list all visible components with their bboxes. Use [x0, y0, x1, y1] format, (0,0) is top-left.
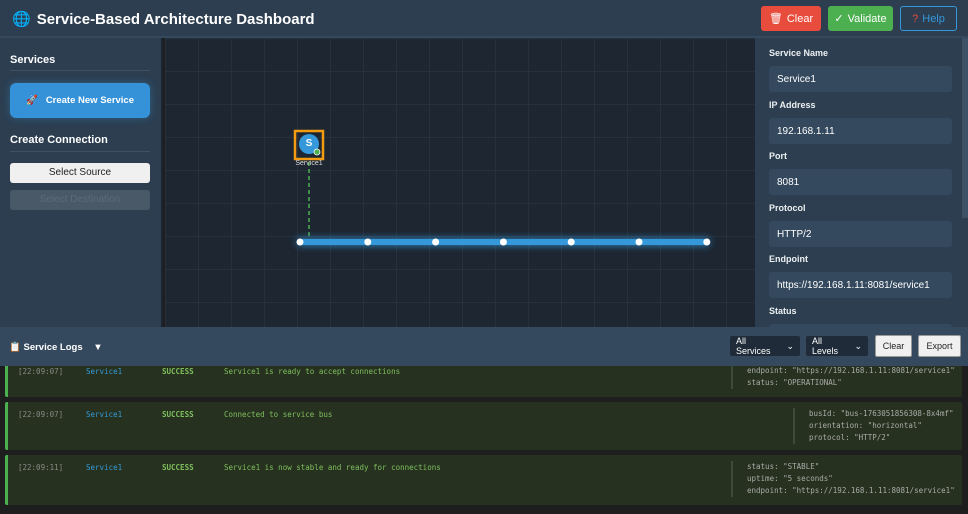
log-detail: busId: "bus-1763051856308-8x4mf": [809, 409, 954, 418]
log-level: SUCCESS: [162, 463, 194, 472]
bus-connection-point[interactable]: [499, 238, 507, 246]
properties-panel: Service Name Service1 IP Address 192.168.1.…: [755, 38, 968, 327]
field-input[interactable]: STARTING: [769, 323, 952, 327]
sidebar: Services 🚀 Create New Service Create Conn…: [0, 38, 163, 327]
clipboard-icon: 📋: [9, 342, 21, 353]
log-message: Service1 is now stable and ready for con…: [224, 463, 441, 472]
service-initial: S: [305, 138, 313, 149]
log-time: [22:09:07]: [18, 367, 64, 376]
field-label: Endpoint: [769, 254, 808, 264]
diagram: [293, 129, 711, 246]
trash-icon: 🗑: [768, 13, 783, 25]
log-service: Service1: [86, 463, 123, 472]
rocket-icon: 🚀: [25, 95, 38, 106]
logs-title: 📋 Service Logs ▼: [9, 342, 103, 353]
field-label: Port: [769, 151, 787, 161]
header: 🌐 Service-Based Architecture Dashboard 🗑 C…: [0, 0, 968, 38]
bus-connection-point[interactable]: [296, 238, 304, 246]
level-filter-select[interactable]: All Levels ⌄: [806, 336, 868, 356]
logs-header: 📋 Service Logs ▼ All Services ⌄ All Level…: [0, 327, 968, 366]
globe-icon: 🌐: [12, 11, 31, 28]
logs-export-button[interactable]: Export: [918, 335, 961, 357]
bus-connection-point[interactable]: [364, 238, 372, 246]
log-time: [22:09:07]: [18, 410, 64, 419]
help-button[interactable]: ? Help: [900, 6, 957, 31]
field-input[interactable]: https://192.168.1.11:8081/service1: [769, 272, 952, 298]
log-details: busId: "bus-1763051856308-8x4mf" orientat…: [793, 408, 954, 444]
service-filter-select[interactable]: All Services ⌄: [730, 336, 800, 356]
bus-connection-point[interactable]: [432, 238, 440, 246]
log-message: Connected to service bus: [224, 410, 333, 419]
log-level: SUCCESS: [162, 367, 194, 376]
log-entry: [22:09:07] Service1 SUCCESS Connected to…: [5, 402, 962, 450]
log-time: [22:09:11]: [18, 463, 64, 472]
chevron-down-icon: ⌄: [854, 340, 862, 351]
chevron-down-icon: ⌄: [786, 340, 794, 351]
log-detail: status: "STABLE": [747, 462, 820, 471]
log-details: endpoint: "https://192.168.1.11:8081/ser…: [731, 365, 955, 389]
field-label: Status: [769, 305, 797, 316]
log-service: Service1: [86, 410, 123, 419]
status-indicator: [313, 148, 321, 156]
log-details: status: "STABLE" uptime: "5 seconds" endpo…: [731, 461, 955, 497]
service-node[interactable]: [299, 134, 319, 154]
clear-button[interactable]: 🗑 Clear: [761, 6, 821, 31]
log-detail: endpoint: "https://192.168.1.11:8081/ser…: [747, 366, 955, 375]
select-source-button[interactable]: Select Source: [10, 163, 150, 183]
services-heading: Services: [10, 54, 56, 66]
service-selection-box: [293, 129, 325, 161]
bus-connection-point[interactable]: [567, 238, 575, 246]
create-service-button[interactable]: 🚀 Create New Service: [10, 83, 150, 118]
field-input[interactable]: HTTP/2: [769, 220, 952, 247]
check-icon: ✓: [834, 13, 844, 25]
log-detail: endpoint: "https://192.168.1.11:8081/ser…: [747, 486, 955, 495]
field-input[interactable]: 192.168.1.11: [769, 117, 952, 144]
log-service: Service1: [86, 367, 123, 376]
canvas[interactable]: S Service1: [165, 38, 755, 327]
log-message: Service1 is ready to accept connections: [224, 367, 401, 376]
select-destination-button[interactable]: Select Destination: [10, 190, 150, 210]
service-label: Service1: [295, 160, 323, 167]
divider: [10, 151, 150, 152]
log-entry: [22:09:11] Service1 SUCCESS Service1 is …: [5, 455, 962, 505]
bus-connection-point[interactable]: [635, 238, 643, 246]
log-detail: protocol: "HTTP/2": [809, 433, 891, 442]
field-label: Service Name: [769, 48, 829, 58]
connection-heading: Create Connection: [10, 134, 108, 146]
bus-connection-point[interactable]: [703, 238, 711, 246]
scrollbar[interactable]: [962, 38, 968, 218]
question-icon: ?: [912, 12, 919, 25]
log-detail: orientation: "horizontal": [809, 421, 922, 430]
log-detail: uptime: "5 seconds": [747, 474, 833, 483]
log-level: SUCCESS: [162, 410, 194, 419]
log-detail: status: "OPERATIONAL": [747, 378, 842, 387]
page-title: 🌐 Service-Based Architecture Dashboard: [12, 11, 315, 28]
field-label: Protocol: [769, 202, 806, 213]
divider: [10, 70, 150, 71]
field-input[interactable]: Service1: [769, 66, 952, 92]
validate-button[interactable]: ✓ Validate: [828, 6, 893, 31]
field-input[interactable]: 8081: [769, 169, 952, 195]
logs-clear-button[interactable]: Clear: [875, 335, 912, 357]
collapse-toggle-icon[interactable]: ▼: [93, 342, 103, 353]
field-label: IP Address: [769, 99, 816, 110]
